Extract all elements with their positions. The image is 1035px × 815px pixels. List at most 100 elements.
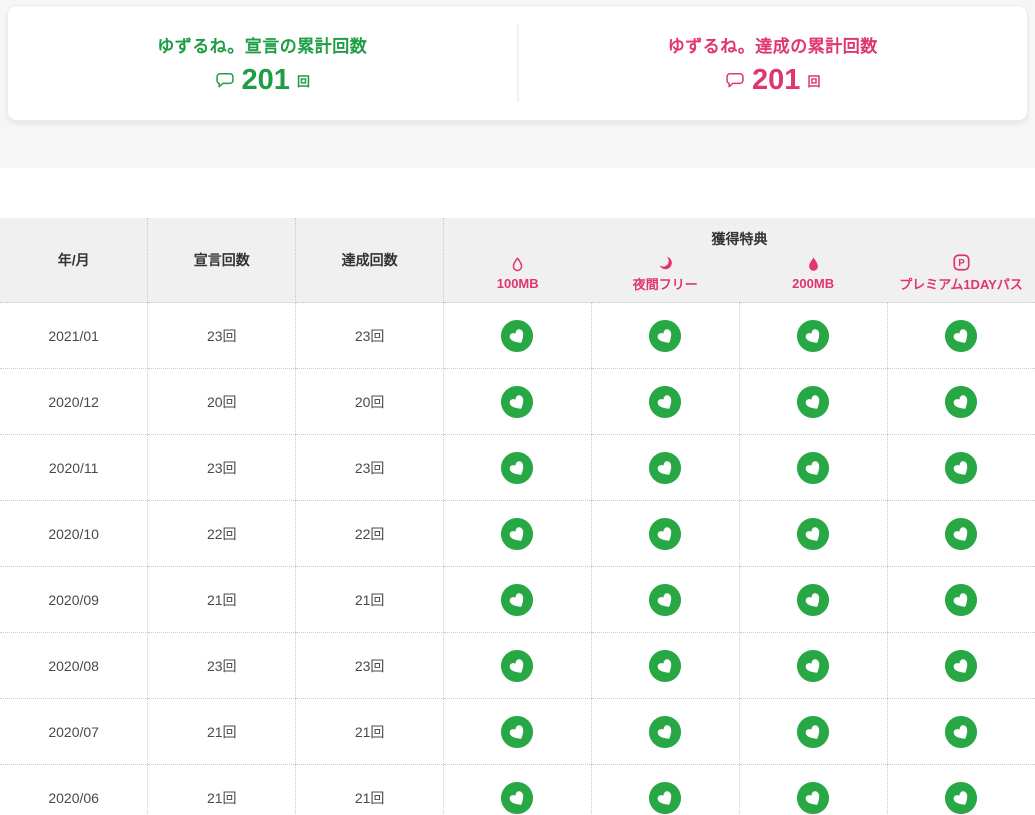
- cell-reward-status: [590, 434, 740, 501]
- leaf-heart-badge-icon: [796, 319, 830, 353]
- cell-reward-status: [886, 698, 1035, 765]
- cell-reward-status: [590, 698, 740, 765]
- cell-reward-status: [738, 566, 888, 633]
- table-row: 2020/06 21回 21回: [0, 764, 1035, 815]
- leaf-heart-badge-icon: [944, 781, 978, 815]
- cell-reward-status: [886, 566, 1035, 633]
- cell-month: 2020/11: [0, 434, 148, 501]
- table-header: 年/月 宣言回数 達成回数 獲得特典 100MB: [0, 218, 1035, 303]
- cell-declared-count: 23回: [147, 632, 296, 699]
- summary-card: ゆずるね。宣言の累計回数 201 回 ゆずるね。達成の累計回数 201 回: [7, 5, 1028, 121]
- table-row: 2020/08 23回 23回: [0, 632, 1035, 699]
- header-rewards-group: 獲得特典: [443, 218, 1035, 254]
- cell-month: 2020/09: [0, 566, 148, 633]
- cell-reward-status: [590, 302, 740, 369]
- leaf-heart-badge-icon: [500, 583, 534, 617]
- cell-month: 2021/01: [0, 302, 148, 369]
- leaf-heart-badge-icon: [500, 319, 534, 353]
- cell-achieved-count: 23回: [295, 434, 444, 501]
- leaf-heart-badge-icon: [500, 517, 534, 551]
- leaf-heart-badge-icon: [648, 319, 682, 353]
- cell-reward-status: [886, 368, 1035, 435]
- cell-achieved-count: 20回: [295, 368, 444, 435]
- cell-reward-status: [738, 764, 888, 815]
- cell-reward-status: [886, 434, 1035, 501]
- leaf-heart-badge-icon: [500, 649, 534, 683]
- leaf-heart-badge-icon: [944, 649, 978, 683]
- leaf-heart-badge-icon: [648, 781, 682, 815]
- leaf-heart-badge-icon: [500, 385, 534, 419]
- declared-count-unit: 回: [296, 73, 310, 89]
- leaf-heart-badge-icon: [500, 715, 534, 749]
- history-table: 年/月 宣言回数 達成回数 獲得特典 100MB: [0, 218, 1035, 815]
- declared-summary: ゆずるね。宣言の累計回数 201 回: [8, 6, 517, 120]
- table-row: 2020/10 22回 22回: [0, 500, 1035, 567]
- svg-text:P: P: [958, 258, 965, 269]
- leaf-heart-badge-icon: [648, 451, 682, 485]
- leaf-heart-badge-icon: [944, 517, 978, 551]
- speech-bubble-icon: [215, 70, 235, 90]
- cell-achieved-count: 23回: [295, 302, 444, 369]
- reward-label: 200MB: [792, 276, 835, 291]
- achieved-count: 201: [752, 63, 801, 96]
- table-row: 2021/01 23回 23回: [0, 302, 1035, 369]
- cell-reward-status: [590, 368, 740, 435]
- droplet-filled-icon: [806, 256, 821, 273]
- leaf-heart-badge-icon: [796, 583, 830, 617]
- achieved-count-unit: 回: [807, 73, 821, 89]
- history-panel: 年/月 宣言回数 達成回数 獲得特典 100MB: [0, 168, 1035, 815]
- cell-achieved-count: 23回: [295, 632, 444, 699]
- cell-declared-count: 22回: [147, 500, 296, 567]
- cell-reward-status: [590, 764, 740, 815]
- cell-declared-count: 21回: [147, 764, 296, 815]
- cell-reward-status: [738, 368, 888, 435]
- cell-declared-count: 21回: [147, 698, 296, 765]
- leaf-heart-badge-icon: [944, 451, 978, 485]
- cell-reward-status: [738, 632, 888, 699]
- header-achieved: 達成回数: [295, 218, 445, 303]
- leaf-heart-badge-icon: [500, 781, 534, 815]
- leaf-heart-badge-icon: [648, 583, 682, 617]
- leaf-heart-badge-icon: [796, 715, 830, 749]
- cell-achieved-count: 21回: [295, 566, 444, 633]
- cell-reward-status: [886, 764, 1035, 815]
- achieved-summary-title: ゆずるね。達成の累計回数: [667, 36, 878, 56]
- cell-reward-status: [443, 368, 592, 435]
- droplet-outline-icon: [510, 256, 525, 273]
- cell-reward-status: [590, 632, 740, 699]
- header-reward-200mb: 200MB: [739, 254, 888, 303]
- achieved-summary: ゆずるね。達成の累計回数 201 回: [519, 6, 1028, 120]
- cell-month: 2020/06: [0, 764, 148, 815]
- leaf-heart-badge-icon: [944, 583, 978, 617]
- cell-declared-count: 21回: [147, 566, 296, 633]
- cell-month: 2020/07: [0, 698, 148, 765]
- table-row: 2020/09 21回 21回: [0, 566, 1035, 633]
- table-row: 2020/12 20回 20回: [0, 368, 1035, 435]
- table-row: 2020/07 21回 21回: [0, 698, 1035, 765]
- leaf-heart-badge-icon: [648, 715, 682, 749]
- leaf-heart-badge-icon: [944, 385, 978, 419]
- cell-reward-status: [443, 698, 592, 765]
- header-declared: 宣言回数: [147, 218, 297, 303]
- premium-pass-icon: P: [952, 254, 970, 271]
- card-divider: [516, 24, 519, 102]
- speech-bubble-icon: [725, 70, 745, 90]
- leaf-heart-badge-icon: [796, 649, 830, 683]
- cell-month: 2020/08: [0, 632, 148, 699]
- cell-reward-status: [590, 566, 740, 633]
- cell-declared-count: 23回: [147, 434, 296, 501]
- cell-month: 2020/10: [0, 500, 148, 567]
- reward-label: プレミアム1DAYパス: [899, 277, 1023, 292]
- header-reward-premium-pass: P プレミアム1DAYパス: [887, 254, 1035, 303]
- leaf-heart-badge-icon: [648, 649, 682, 683]
- cell-reward-status: [443, 500, 592, 567]
- declared-summary-title: ゆずるね。宣言の累計回数: [157, 36, 368, 56]
- cell-reward-status: [590, 500, 740, 567]
- header-month: 年/月: [0, 218, 149, 303]
- leaf-heart-badge-icon: [944, 319, 978, 353]
- cell-reward-status: [443, 764, 592, 815]
- leaf-heart-badge-icon: [796, 781, 830, 815]
- cell-achieved-count: 21回: [295, 698, 444, 765]
- cell-reward-status: [738, 698, 888, 765]
- leaf-heart-badge-icon: [796, 451, 830, 485]
